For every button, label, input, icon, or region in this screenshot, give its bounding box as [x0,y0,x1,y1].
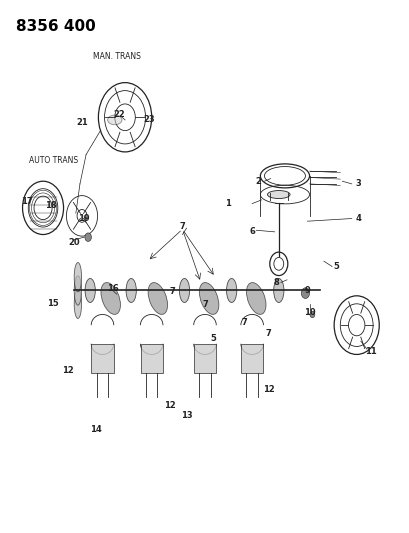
Text: 1: 1 [224,199,230,208]
Ellipse shape [101,282,120,314]
Bar [240,344,263,373]
Text: 13: 13 [180,411,192,420]
Text: 11: 11 [364,348,376,356]
Text: 17: 17 [21,197,32,206]
Text: 22: 22 [113,110,124,119]
Bar [140,344,162,373]
Ellipse shape [126,278,136,303]
Ellipse shape [74,276,81,305]
Text: 12: 12 [164,401,175,409]
Text: 15: 15 [47,300,59,308]
Text: AUTO TRANS: AUTO TRANS [29,156,78,165]
Text: 2: 2 [255,177,261,185]
Ellipse shape [273,278,283,303]
Text: 7: 7 [202,301,207,309]
Text: 14: 14 [90,425,102,433]
Ellipse shape [199,282,218,314]
Text: MAN. TRANS: MAN. TRANS [93,52,140,61]
Text: 7: 7 [240,318,246,327]
Text: 12: 12 [262,385,274,393]
Text: 9: 9 [304,286,310,295]
Text: 12: 12 [62,366,73,375]
Text: 10: 10 [303,309,315,317]
Text: 3: 3 [355,180,361,188]
Text: 23: 23 [144,116,155,124]
Circle shape [309,311,314,318]
Ellipse shape [108,115,122,125]
Ellipse shape [148,282,167,314]
Text: 5: 5 [210,334,216,343]
Text: 7: 7 [179,222,185,231]
Ellipse shape [179,278,189,303]
Ellipse shape [226,278,236,303]
Text: 7: 7 [169,287,175,296]
Bar [193,344,216,373]
Ellipse shape [246,282,265,314]
Ellipse shape [74,289,81,318]
Text: 5: 5 [333,262,338,271]
Text: 18: 18 [45,201,57,209]
Text: 20: 20 [68,238,79,247]
Ellipse shape [85,278,95,303]
Text: 4: 4 [355,214,361,223]
Text: 6: 6 [249,228,254,236]
Text: 19: 19 [78,214,90,223]
Circle shape [85,233,91,241]
Text: 21: 21 [76,118,88,127]
Circle shape [301,288,309,298]
Ellipse shape [74,262,81,292]
Text: 8: 8 [273,278,279,287]
Text: 16: 16 [107,285,118,293]
Ellipse shape [267,191,289,199]
Bar [91,344,113,373]
Text: 8356 400: 8356 400 [16,19,96,34]
Text: 7: 7 [265,329,271,337]
